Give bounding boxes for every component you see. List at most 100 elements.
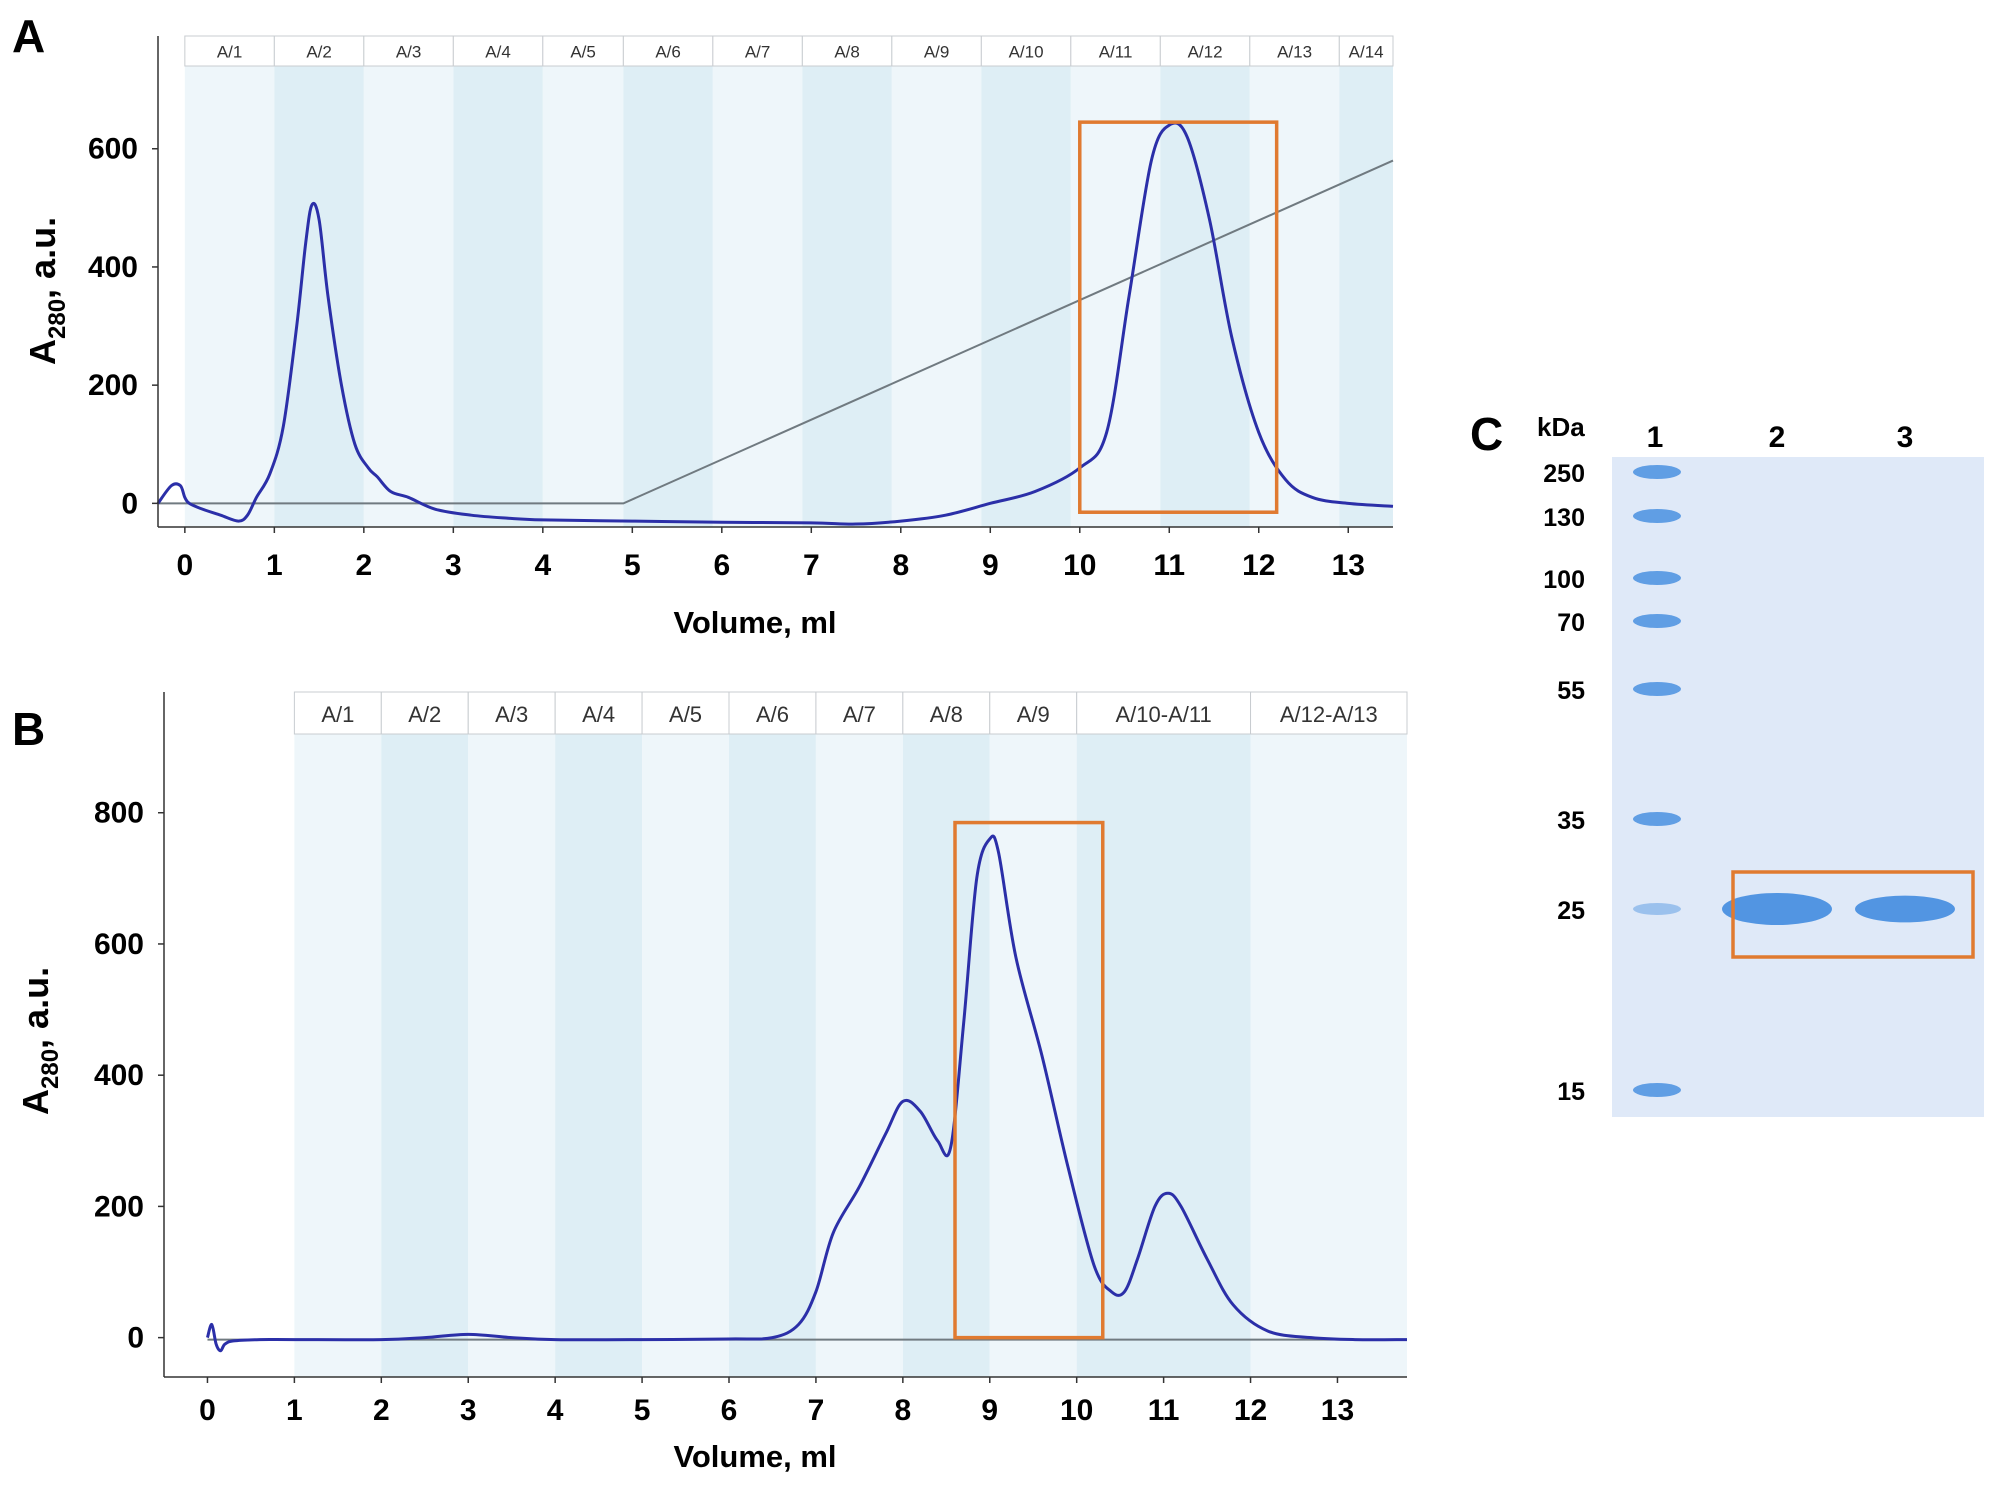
highlight-box: [953, 820, 1105, 1340]
fraction-header-cell: [989, 691, 1078, 735]
fraction-label: A/12-A/13: [1280, 702, 1378, 727]
ladder-band: [1633, 1083, 1681, 1097]
fraction-band: [815, 734, 903, 1377]
x-tick-label: 12: [1242, 549, 1275, 582]
y-tick-label: 0: [121, 487, 138, 520]
panel-a-label: A: [12, 10, 45, 62]
fraction-header-cell: [542, 35, 624, 67]
fraction-band: [542, 66, 624, 527]
ladder-kda-label: 100: [1543, 566, 1585, 594]
y-tick-label: 400: [94, 1059, 144, 1092]
ladder-kda-label: 250: [1543, 460, 1585, 488]
x-tick-label: 5: [624, 549, 641, 582]
fraction-band: [802, 66, 892, 527]
series-gradient: [158, 159, 1394, 505]
ladder-band: [1633, 812, 1681, 826]
y-tick-label: 600: [88, 133, 138, 166]
fraction-header-cell: [980, 35, 1072, 67]
x-tick-label: 0: [199, 1394, 216, 1427]
fraction-label: A/1: [217, 43, 243, 62]
panel-a: A A/1 A/2 A/3 A/4 A/5 A/6 A/7 A/8 A/9 A/10 A/11 A/1…: [12, 10, 1394, 640]
ladder-band: [1633, 465, 1681, 479]
x-tick-label: 8: [895, 1394, 912, 1427]
fraction-label: A/5: [570, 43, 596, 62]
fraction-band: [1076, 734, 1251, 1377]
fraction-header-cell: [273, 35, 365, 67]
x-tick-label: 1: [266, 549, 283, 582]
fraction-band: [712, 66, 803, 527]
x-tick-label: 10: [1060, 1394, 1093, 1427]
fraction-label: A/8: [930, 702, 963, 727]
fraction-band: [1250, 734, 1407, 1377]
y-tick-label: 200: [94, 1190, 144, 1223]
fraction-label: A/7: [843, 702, 876, 727]
fraction-header-cell: [467, 691, 556, 735]
fraction-label: A/9: [924, 43, 950, 62]
x-tick-label: 1: [286, 1394, 303, 1427]
fraction-label: A/11: [1099, 43, 1133, 62]
ladder-kda-label: 55: [1557, 677, 1585, 705]
fraction-band: [989, 734, 1077, 1377]
fraction-band: [981, 66, 1071, 527]
fraction-label: A/7: [745, 43, 771, 62]
fraction-label: A/1: [321, 702, 354, 727]
fraction-header-cell: [1070, 35, 1161, 67]
ladder-kda-label: 25: [1557, 897, 1585, 925]
x-tick-label: 3: [445, 549, 462, 582]
gel-highlight-box: [1731, 870, 1975, 959]
gel-unit-label: kDa: [1537, 412, 1585, 442]
fraction-header-cell: [1250, 691, 1408, 735]
panel-a-x-axis-label: Volume, ml: [673, 605, 836, 640]
ladder-kda-label: 70: [1557, 609, 1585, 637]
gel-image: 1 2 3 250 130 100 70 55 35 25 15: [1543, 421, 1984, 1117]
sample-band: [1722, 893, 1832, 925]
fraction-header-cell: [184, 35, 275, 67]
fraction-header-cell: [641, 691, 730, 735]
fraction-header-cell: [1338, 35, 1394, 67]
fraction-label: A/10: [1009, 43, 1044, 62]
y-tick-label: 200: [88, 369, 138, 402]
fraction-label: A/8: [834, 43, 860, 62]
fraction-band: [453, 66, 543, 527]
sample-band: [1855, 895, 1955, 923]
y-tick-label: 400: [88, 251, 138, 284]
panel-b-fraction-headers: A/1 A/2 A/3 A/4 A/5 A/6 A/7 A/8 A/9 A/10-A/11 A/12…: [293, 691, 1408, 735]
fraction-label: A/6: [756, 702, 789, 727]
ladder-kda-label: 130: [1543, 504, 1585, 532]
fraction-band: [555, 734, 643, 1377]
panel-a-fraction-headers: A/1 A/2 A/3 A/4 A/5 A/6 A/7 A/8 A/9 A/10 A/11 A/12 A…: [184, 35, 1394, 67]
fraction-label: A/13: [1277, 43, 1312, 62]
x-tick-label: 12: [1234, 1394, 1267, 1427]
x-tick-label: 4: [534, 549, 551, 582]
panel-a-fraction-bands: [184, 66, 1393, 527]
fraction-header-cell: [622, 35, 714, 67]
x-tick-label: 2: [355, 549, 372, 582]
fraction-band: [294, 734, 382, 1377]
x-tick-label: 3: [460, 1394, 477, 1427]
fraction-band: [381, 734, 469, 1377]
fraction-band: [1070, 66, 1161, 527]
fraction-band: [902, 734, 990, 1377]
y-tick-label: 0: [127, 1322, 144, 1355]
lane-label: 1: [1647, 421, 1664, 454]
fraction-header-cell: [801, 35, 893, 67]
lane-label: 3: [1897, 421, 1914, 454]
fraction-band: [274, 66, 364, 527]
fraction-header-cell: [815, 691, 904, 735]
panel-c: C kDa 1 2 3 250 130 100 70 55 35 25 15: [1470, 408, 1984, 1117]
fraction-header-cell: [891, 35, 982, 67]
panel-c-label: C: [1470, 408, 1503, 460]
fraction-header-cell: [380, 691, 469, 735]
x-tick-label: 4: [547, 1394, 564, 1427]
ladder-band: [1633, 614, 1681, 628]
fraction-header-cell: [1159, 35, 1251, 67]
fraction-header-cell: [1076, 691, 1252, 735]
fraction-header-cell: [452, 35, 544, 67]
x-tick-label: 8: [892, 549, 909, 582]
fraction-band: [184, 66, 275, 527]
fraction-label: A/4: [485, 43, 511, 62]
fraction-label: A/2: [408, 702, 441, 727]
panel-a-plot: [156, 120, 1394, 526]
